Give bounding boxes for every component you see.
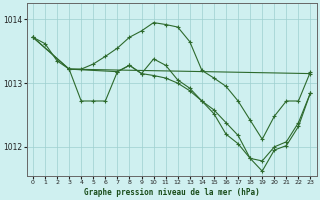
X-axis label: Graphe pression niveau de la mer (hPa): Graphe pression niveau de la mer (hPa) (84, 188, 260, 197)
